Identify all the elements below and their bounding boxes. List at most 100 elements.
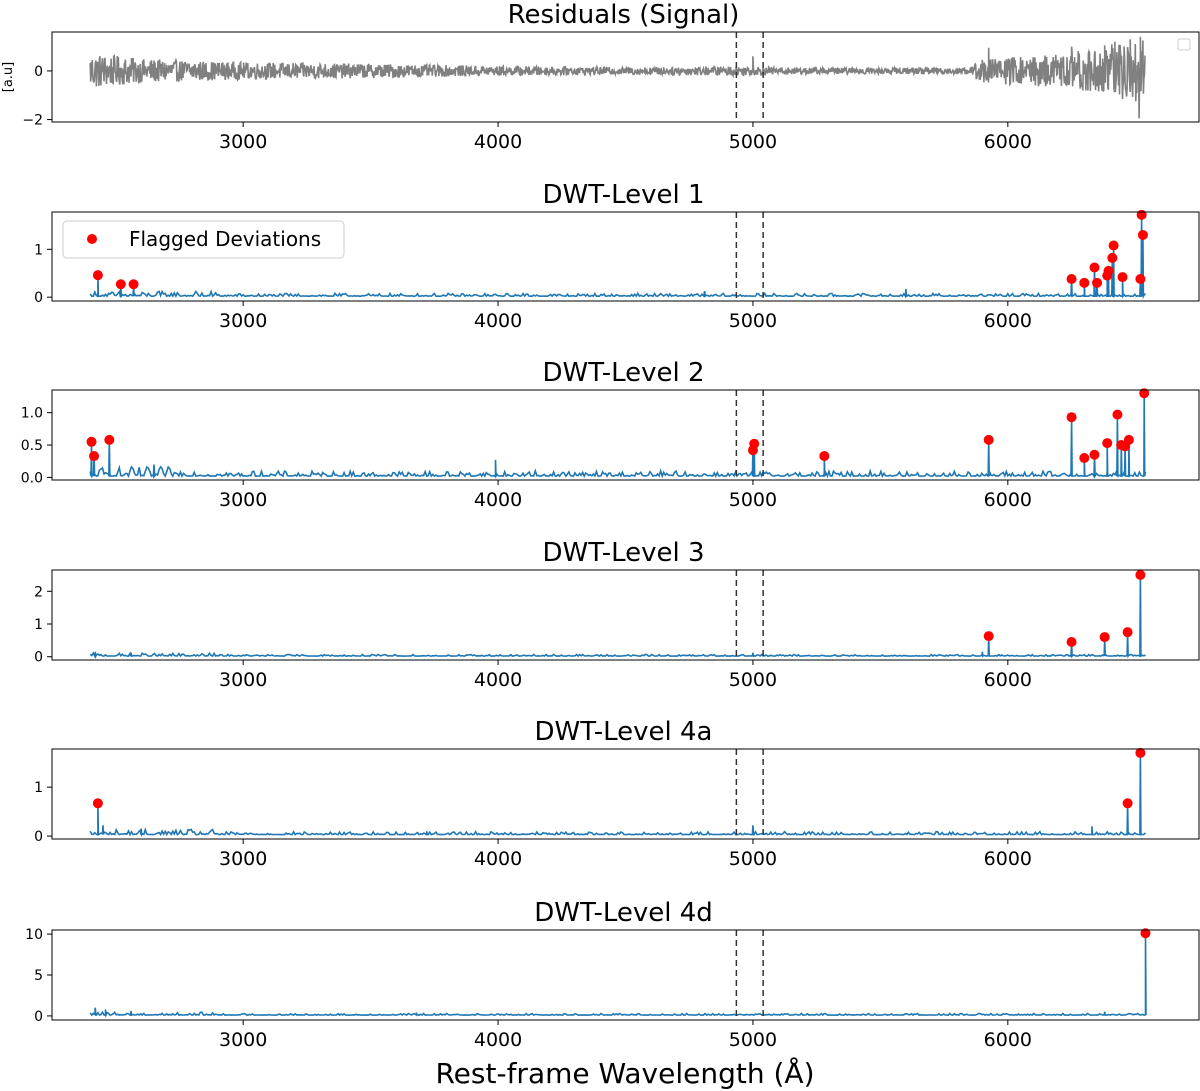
- y-tick-label: 2: [34, 584, 43, 600]
- flagged-point: [1079, 277, 1090, 288]
- y-tick-label: 0: [34, 64, 43, 80]
- flagged-point: [1135, 747, 1146, 758]
- flagged-point: [92, 798, 103, 809]
- plot-frame: [51, 389, 1200, 481]
- flagged-point: [1137, 229, 1148, 240]
- flagged-point: [1103, 265, 1114, 276]
- x-tick-label: 3000: [219, 489, 267, 511]
- flagged-point: [1140, 928, 1151, 939]
- y-tick-label: 0.0: [21, 470, 43, 486]
- flagged-point: [1107, 252, 1118, 263]
- x-tick-label: 4000: [474, 489, 522, 511]
- flagged-point: [86, 436, 97, 447]
- flagged-point: [1123, 434, 1134, 445]
- panel-title: Residuals (Signal): [508, 0, 740, 30]
- panels-group: Residuals (Signal)[a.u]3000 4000 5000 6000−…: [1, 0, 1200, 1051]
- y-tick-label: 1: [34, 242, 43, 258]
- panel-2: DWT-Level 1 3000 4000 5000 6000 0 1 Flagged Dev…: [34, 180, 1200, 332]
- flagged-point: [983, 631, 994, 642]
- data-line: [89, 752, 1147, 838]
- y-tick-label: 1: [34, 780, 43, 796]
- flagged-point: [1139, 388, 1150, 399]
- legend-label: Flagged Deviations: [129, 227, 321, 251]
- panel-3: DWT-Level 2 3000 4000 5000 6000 0.0 0.5 1.0: [21, 358, 1200, 511]
- x-tick-label: 5000: [729, 669, 777, 691]
- plot-frame: [51, 31, 1200, 123]
- x-tick-label: 5000: [729, 310, 777, 332]
- flagged-point: [104, 434, 115, 445]
- y-tick-label: 1: [34, 617, 43, 633]
- x-tick-label: 4000: [474, 310, 522, 332]
- flagged-point: [1066, 273, 1077, 284]
- x-axis-label: Rest-frame Wavelength (Å): [435, 1056, 814, 1090]
- legend-marker: [87, 234, 97, 244]
- y-tick-label: 0: [34, 290, 43, 306]
- flagged-point: [1122, 798, 1133, 809]
- flagged-point: [89, 451, 100, 462]
- plot-frame: [51, 748, 1200, 840]
- y-axis-label: [a.u]: [1, 62, 16, 92]
- flagged-point: [1099, 632, 1110, 643]
- flagged-point: [1108, 240, 1119, 251]
- flagged-point: [749, 438, 760, 449]
- flagged-point: [1135, 569, 1146, 580]
- x-tick-label: 6000: [984, 848, 1032, 870]
- flagged-point: [983, 434, 994, 445]
- x-tick-label: 6000: [984, 310, 1032, 332]
- data-line: [89, 574, 1146, 659]
- flagged-point: [1122, 627, 1133, 638]
- y-tick-label: 0.5: [21, 438, 43, 454]
- x-tick-label: 6000: [984, 489, 1032, 511]
- flagged-point: [819, 451, 830, 462]
- panel-5: DWT-Level 4a 3000 4000 5000 6000 0 1: [34, 717, 1200, 870]
- y-tick-label: 5: [34, 968, 43, 984]
- x-tick-label: 3000: [219, 131, 267, 153]
- flagged-point: [92, 270, 103, 281]
- x-tick-label: 6000: [984, 1029, 1032, 1051]
- panel-title: DWT-Level 4a: [535, 717, 713, 747]
- y-tick-label: 0: [34, 829, 43, 845]
- x-tick-label: 5000: [729, 1029, 777, 1051]
- flagged-point: [1066, 637, 1077, 647]
- data-line: [89, 214, 1147, 300]
- x-tick-label: 5000: [729, 131, 777, 153]
- flagged-point: [1089, 262, 1100, 273]
- flagged-point: [1112, 409, 1123, 420]
- y-tick-label: −2: [22, 113, 43, 129]
- y-tick-label: 10: [25, 927, 43, 943]
- panel-1: Residuals (Signal) [a.u] 3000 4000 5000 6000 −…: [1, 0, 1200, 153]
- flagged-point: [1136, 209, 1147, 220]
- plot-frame: [51, 929, 1200, 1021]
- y-tick-label: 1.0: [21, 406, 43, 422]
- flagged-point: [1066, 412, 1077, 423]
- plot-frame: [51, 211, 1200, 302]
- x-tick-label: 4000: [474, 848, 522, 870]
- x-tick-label: 3000: [219, 310, 267, 332]
- flagged-point: [1089, 449, 1100, 460]
- x-tick-label: 5000: [729, 489, 777, 511]
- panel-title: DWT-Level 1: [542, 180, 704, 210]
- legend-box: [62, 220, 345, 259]
- data-line: [89, 36, 1146, 119]
- x-tick-label: 3000: [219, 848, 267, 870]
- x-tick-label: 4000: [474, 1029, 522, 1051]
- flagged-point: [1102, 438, 1113, 449]
- panel-title: DWT-Level 3: [542, 538, 704, 568]
- x-tick-label: 6000: [984, 669, 1032, 691]
- panel-title: DWT-Level 2: [542, 358, 704, 388]
- x-tick-label: 6000: [984, 131, 1032, 153]
- panel-6: DWT-Level 4d 3000 4000 5000 6000 0 5 10: [25, 898, 1200, 1051]
- y-tick-label: 0: [34, 650, 43, 666]
- y-tick-label: 0: [34, 1009, 43, 1025]
- panel-4: DWT-Level 3 3000 4000 5000 6000 0 1 2: [34, 538, 1200, 691]
- panel-title: DWT-Level 4d: [534, 898, 713, 928]
- legend-box: [1177, 38, 1191, 51]
- x-tick-label: 4000: [474, 669, 522, 691]
- data-line: [89, 393, 1147, 480]
- x-tick-label: 3000: [219, 1029, 267, 1051]
- plot-frame: [51, 569, 1200, 661]
- flagged-point: [1117, 272, 1128, 283]
- x-tick-label: 3000: [219, 669, 267, 691]
- flagged-point: [115, 279, 126, 290]
- flagged-point: [1092, 277, 1103, 288]
